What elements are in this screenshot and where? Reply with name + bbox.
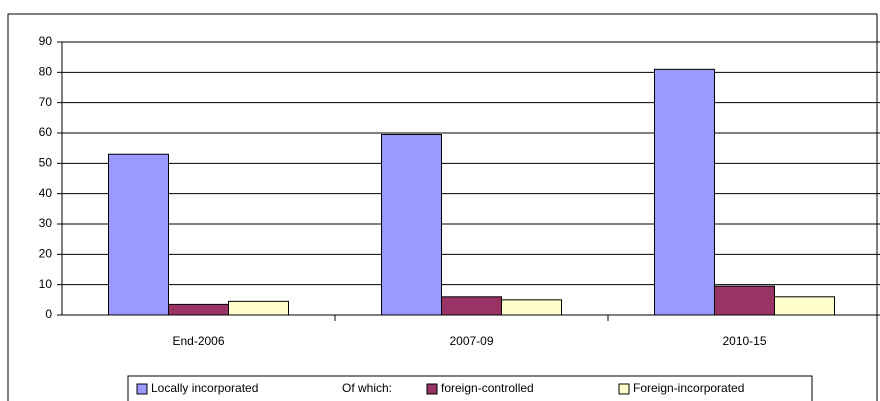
legend-box <box>127 375 813 401</box>
y-tick-label: 30 <box>39 216 53 230</box>
bar <box>168 303 229 316</box>
y-tick-label: 0 <box>45 307 52 321</box>
bar <box>108 153 169 316</box>
y-tick-label: 40 <box>39 186 53 200</box>
y-tick-label: 50 <box>39 156 53 170</box>
bar <box>381 134 442 316</box>
legend-swatch <box>618 383 630 395</box>
legend-swatch <box>426 383 438 395</box>
x-tick-label: End-2006 <box>172 334 224 348</box>
y-tick-label: 70 <box>39 95 53 109</box>
bar <box>501 299 562 316</box>
y-tick-label: 80 <box>39 65 53 79</box>
legend-swatch <box>136 383 148 395</box>
y-tick-label: 60 <box>39 125 53 139</box>
x-tick-label: 2007-09 <box>449 334 493 348</box>
bar <box>654 68 715 316</box>
y-tick-label: 10 <box>39 277 53 291</box>
legend-label: Locally incorporated <box>151 381 258 395</box>
bar <box>774 296 835 316</box>
bar <box>228 300 289 316</box>
bar <box>714 285 775 316</box>
legend-label: Foreign-incorporated <box>633 381 744 395</box>
legend-label: foreign-controlled <box>441 381 534 395</box>
legend <box>127 375 813 401</box>
y-tick-label: 90 <box>39 34 53 48</box>
legend-note: Of which: <box>342 381 392 395</box>
bar <box>441 296 502 316</box>
x-tick-label: 2010-15 <box>722 334 766 348</box>
y-tick-label: 20 <box>39 247 53 261</box>
